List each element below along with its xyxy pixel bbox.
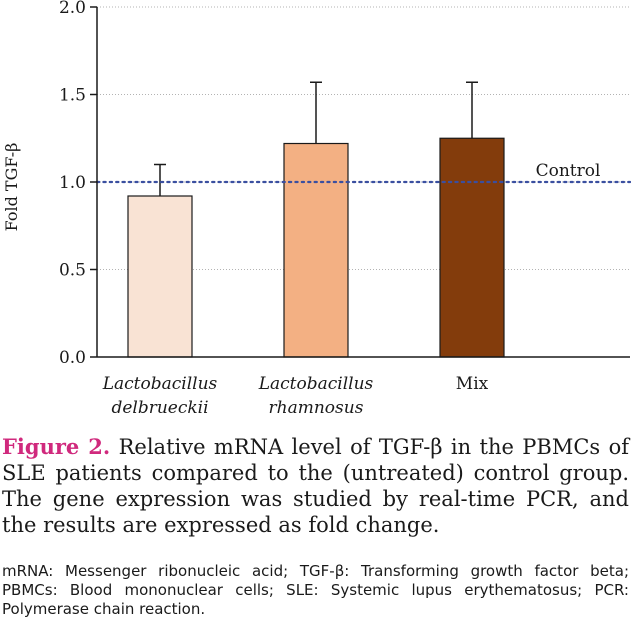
y-axis-title: Fold TGF-β bbox=[2, 143, 21, 232]
bar bbox=[283, 142, 349, 358]
bar bbox=[127, 195, 193, 358]
axis-labels: 0.0 0.5 1.0 1.5 2.0 Fold TGF-β Lactobacillus de… bbox=[2, 0, 489, 418]
y-tick-label: 1.0 bbox=[59, 173, 86, 193]
bar bbox=[439, 137, 505, 358]
y-tick-label: 0.0 bbox=[59, 348, 86, 368]
x-category-label: Mix bbox=[456, 374, 489, 394]
bar-chart: Control 0.0 0.5 1.0 1.5 2.0 Fold TGF-β Lactoba… bbox=[2, 0, 631, 418]
figure-caption: Figure 2. Relative mRNA level of TGF-β i… bbox=[2, 434, 629, 538]
bars bbox=[127, 137, 505, 358]
axes bbox=[90, 6, 630, 358]
y-tick-label: 0.5 bbox=[59, 261, 86, 281]
figure-label: Figure 2. bbox=[2, 434, 111, 459]
y-tick-label: 2.0 bbox=[59, 0, 86, 18]
error-bars bbox=[154, 81, 478, 196]
x-category-label: delbrueckii bbox=[111, 398, 208, 418]
control-reference: Control bbox=[95, 161, 631, 184]
control-label: Control bbox=[536, 161, 601, 181]
x-category-label: rhamnosus bbox=[269, 398, 364, 418]
y-tick-label: 1.5 bbox=[59, 86, 86, 106]
x-category-label: Lactobacillus bbox=[102, 374, 218, 394]
abbreviations-footnote: mRNA: Messenger ribonucleic acid; TGF-β:… bbox=[2, 562, 629, 618]
caption-text: Relative mRNA level of TGF-β in the PBMC… bbox=[2, 435, 630, 537]
x-category-label: Lactobacillus bbox=[258, 374, 374, 394]
